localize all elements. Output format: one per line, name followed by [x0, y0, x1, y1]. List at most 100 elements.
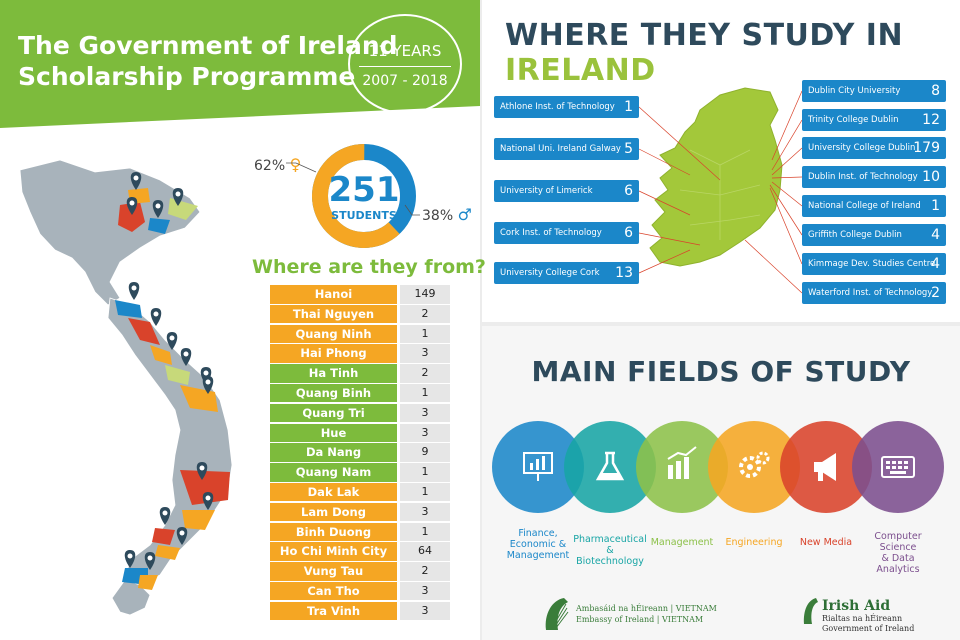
city-count: 2 — [400, 562, 450, 581]
vertical-divider — [480, 0, 482, 640]
university-count: 6 — [624, 183, 633, 199]
city-count: 1 — [400, 383, 450, 403]
map-pin-icon — [202, 492, 214, 510]
field-label: Pharmaceutical & Biotechnology — [572, 534, 648, 567]
keyboard-icon — [881, 456, 915, 478]
study-title-accent: IRELAND — [505, 53, 656, 88]
banner-title: The Government of Ireland Scholarship Pr… — [18, 30, 398, 92]
irish-aid-harp-icon — [803, 598, 818, 624]
map-pins — [124, 172, 214, 570]
city-count: 3 — [400, 344, 450, 363]
field-label-line: Economic & — [509, 539, 567, 550]
city-row: Hanoi 149 — [270, 285, 450, 304]
students-total: 251 — [328, 170, 400, 210]
years-badge: 11 YEARS 2007 - 2018 — [348, 14, 462, 114]
university-item: University College Cork 13 — [494, 262, 639, 284]
university-name: Dublin Inst. of Technology — [808, 172, 918, 182]
city-count: 3 — [400, 403, 450, 423]
city-row: Thai Nguyen 2 — [270, 304, 450, 324]
region-binh-duong — [152, 528, 175, 545]
university-count: 6 — [624, 225, 633, 241]
horizontal-divider — [482, 322, 960, 326]
university-name: Griffith College Dublin — [808, 230, 902, 240]
city-row: Quang Ninh 1 — [270, 324, 450, 344]
university-count: 12 — [922, 112, 940, 128]
university-item: Kimmage Dev. Studies Centre 4 — [802, 253, 946, 275]
field-label-line: Finance, — [518, 528, 558, 539]
university-item: Dublin City University 8 — [802, 80, 946, 102]
field-circle — [708, 421, 800, 513]
university-name: Trinity College Dublin — [808, 115, 899, 125]
region-ho-chi-minh — [155, 545, 180, 560]
city-row: Quang Binh 1 — [270, 383, 450, 403]
city-count: 64 — [400, 542, 450, 561]
city-name: Hue — [270, 423, 397, 443]
region-hai-phong — [148, 218, 170, 234]
male-pct-value: 38% — [422, 208, 454, 224]
city-count: 1 — [400, 324, 450, 344]
flask-icon — [595, 451, 625, 481]
megaphone-icon — [814, 453, 836, 481]
region-hue — [165, 365, 190, 385]
ireland-county-lines — [679, 149, 761, 240]
university-name: Dublin City University — [808, 86, 901, 96]
university-name: Kimmage Dev. Studies Centre — [808, 259, 936, 269]
embassy-text: Ambasáid na hÉireann | VIETNAM Embassy o… — [576, 603, 717, 625]
university-count: 179 — [913, 140, 940, 156]
students-label: STUDENTS — [331, 209, 397, 222]
city-name: Dak Lak — [270, 482, 397, 502]
irish-aid-line2: Government of Ireland — [822, 624, 915, 633]
city-row: Vung Tau 2 — [270, 562, 450, 581]
university-name: University of Limerick — [500, 186, 593, 196]
university-count: 4 — [931, 227, 940, 243]
where-from-title: Where are they from? — [252, 256, 486, 278]
university-name: Cork Inst. of Technology — [500, 228, 602, 238]
city-row: Hue 3 — [270, 423, 450, 443]
field-label: New Media — [788, 537, 864, 548]
university-item: National Uni. Ireland Galway 5 — [494, 138, 639, 160]
city-name: Ha Tinh — [270, 364, 397, 383]
university-count: 5 — [624, 141, 633, 157]
city-name: Ho Chi Minh City — [270, 542, 397, 561]
irish-aid-line1: Rialtas na hÉireann — [822, 614, 903, 623]
field-label: Finance, Economic & Management — [500, 528, 576, 561]
university-item: National College of Ireland 1 — [802, 195, 946, 217]
fields-title: MAIN FIELDS OF STUDY — [531, 355, 911, 388]
city-name: Can Tho — [270, 581, 397, 601]
vietnam-north-region — [19, 159, 201, 306]
city-row: Hai Phong 3 — [270, 344, 450, 363]
region-ha-tinh — [115, 300, 142, 318]
field-label-line: Management — [506, 550, 570, 561]
gears-icon — [739, 451, 770, 478]
study-title-main: WHERE THEY STUDY IN — [505, 18, 904, 53]
city-row: Tra Vinh 3 — [270, 601, 450, 621]
field-label: Management — [644, 537, 720, 548]
field-label: Computer Science & Data Analytics — [860, 531, 936, 575]
university-item: Griffith College Dublin 4 — [802, 224, 946, 246]
map-pin-icon — [202, 376, 214, 394]
embassy-line1: Ambasáid na hÉireann | VIETNAM — [576, 604, 717, 613]
map-pin-icon — [180, 348, 192, 366]
city-row: Ho Chi Minh City 64 — [270, 542, 450, 561]
city-count: 1 — [400, 522, 450, 542]
field-circle — [492, 421, 584, 513]
city-row: Binh Duong 1 — [270, 522, 450, 542]
map-pin-icon — [128, 282, 140, 300]
map-pin-icon — [172, 188, 184, 206]
city-count: 1 — [400, 482, 450, 502]
university-name: University College Cork — [500, 268, 600, 278]
university-count: 1 — [931, 198, 940, 214]
university-count: 13 — [615, 265, 633, 281]
field-label-line: & Biotechnology — [576, 545, 644, 567]
city-count: 9 — [400, 443, 450, 462]
vietnam-map — [19, 159, 233, 616]
map-pin-icon — [159, 507, 171, 525]
city-count: 3 — [400, 581, 450, 601]
field-label-line: & Data Analytics — [876, 553, 920, 575]
years-count: 11 YEARS — [368, 42, 442, 60]
university-name: Athlone Inst. of Technology — [500, 102, 615, 112]
ireland-map — [638, 87, 803, 294]
map-pin-icon — [124, 550, 136, 568]
field-label-line: Engineering — [725, 537, 783, 548]
region-dak-lak — [180, 470, 230, 505]
